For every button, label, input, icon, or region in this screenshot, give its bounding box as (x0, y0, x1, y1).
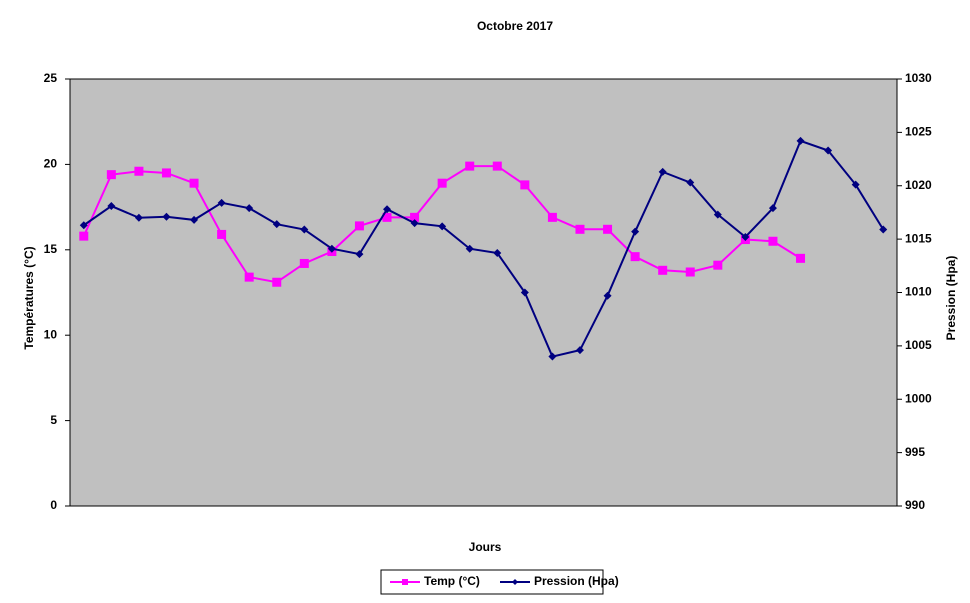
y2-tick-label: 1030 (905, 71, 932, 85)
y2-tick-label: 995 (905, 445, 925, 459)
y-tick-label: 25 (44, 71, 58, 85)
marker (493, 249, 502, 258)
marker (630, 252, 640, 262)
marker (713, 260, 723, 270)
marker (685, 267, 695, 277)
marker (603, 224, 613, 234)
marker (548, 352, 557, 361)
y-tick-label: 10 (44, 327, 58, 341)
marker (217, 198, 226, 207)
marker (465, 161, 475, 171)
marker (631, 227, 640, 236)
marker (438, 222, 447, 231)
legend-marker (402, 579, 408, 585)
y2-tick-label: 1010 (905, 285, 932, 299)
marker (437, 178, 447, 188)
marker (245, 204, 254, 213)
marker (410, 219, 419, 228)
marker (134, 166, 144, 176)
y2-tick-label: 990 (905, 498, 925, 512)
marker (575, 224, 585, 234)
marker (686, 178, 695, 187)
marker (300, 225, 309, 234)
marker (107, 202, 116, 211)
marker (768, 236, 778, 246)
marker (520, 180, 530, 190)
marker (190, 215, 199, 224)
marker (741, 232, 750, 241)
marker (768, 204, 777, 213)
y2-axis-label: Pression (Hpa) (944, 256, 958, 341)
marker (355, 250, 364, 259)
marker (79, 231, 89, 241)
y2-tick-label: 1025 (905, 125, 932, 139)
marker (134, 213, 143, 222)
marker (575, 346, 584, 355)
y-tick-label: 0 (50, 498, 57, 512)
marker (244, 272, 254, 282)
x-axis-label: Jours (469, 540, 502, 554)
marker (272, 277, 282, 287)
marker (879, 225, 888, 234)
marker (327, 244, 336, 253)
y2-tick-label: 1000 (905, 391, 932, 405)
marker (299, 258, 309, 268)
marker (189, 178, 199, 188)
marker (851, 180, 860, 189)
marker (492, 161, 502, 171)
plot-area (69, 78, 898, 507)
legend-marker (512, 579, 518, 585)
marker (520, 288, 529, 297)
y-tick-label: 20 (44, 157, 58, 171)
marker (382, 212, 392, 222)
marker (603, 291, 612, 300)
marker (796, 253, 806, 263)
y-tick-label: 5 (50, 413, 57, 427)
y2-tick-label: 1015 (905, 231, 932, 245)
marker (547, 212, 557, 222)
marker (162, 212, 171, 221)
legend-label: Pression (Hpa) (534, 574, 619, 588)
marker (824, 146, 833, 155)
marker (106, 170, 116, 180)
marker (713, 210, 722, 219)
marker (410, 212, 420, 222)
marker (354, 221, 364, 231)
marker (79, 221, 88, 230)
y2-tick-label: 1005 (905, 338, 932, 352)
marker (796, 136, 805, 145)
marker (658, 167, 667, 176)
marker (272, 220, 281, 229)
marker (465, 244, 474, 253)
marker (161, 168, 171, 178)
y-axis-label: Températures (°C) (22, 246, 36, 349)
series-line (83, 139, 885, 358)
marker (658, 265, 668, 275)
y-tick-label: 15 (44, 242, 58, 256)
marker (383, 205, 392, 214)
legend-label: Temp (°C) (424, 574, 480, 588)
y2-tick-label: 1020 (905, 178, 932, 192)
marker (217, 229, 227, 239)
chart-title: Octobre 2017 (477, 19, 553, 33)
